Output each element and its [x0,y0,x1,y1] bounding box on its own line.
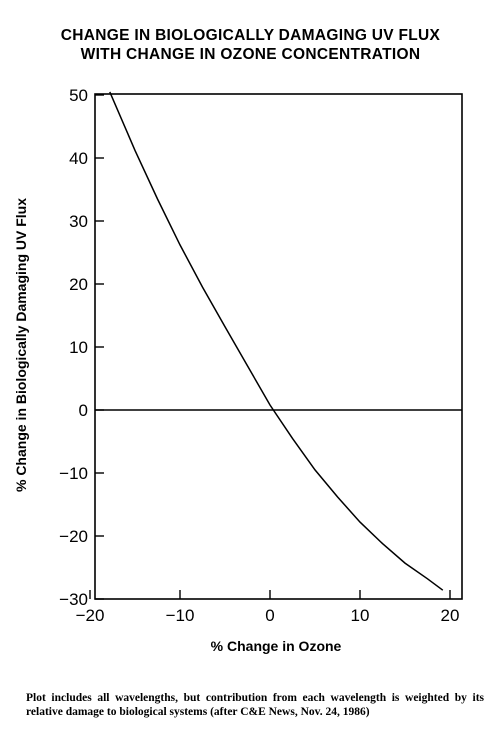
y-tick-label: 50 [69,86,88,105]
chart-title-line-1: CHANGE IN BIOLOGICALLY DAMAGING UV FLUX [60,27,441,44]
series-line [109,91,444,591]
y-tick-label: 40 [69,149,88,168]
y-tick-label: 0 [79,401,88,420]
x-tick-label: −20 [76,606,105,625]
y-axis-ticks: 50 40 30 20 10 0 −10 −20 −30 [59,86,104,609]
y-tick-label: −20 [59,527,88,546]
plot-frame [94,93,463,600]
x-tick-label: −10 [166,606,195,625]
y-tick-label: 30 [69,212,88,231]
x-tick-label: 0 [265,606,274,625]
figure-caption: Plot includes all wavelengths, but contr… [26,692,484,718]
x-tick-label: 20 [441,606,460,625]
chart-title-line-2: WITH CHANGE IN OZONE CONCENTRATION [80,46,421,63]
y-axis-title: % Change in Biologically Damaging UV Flu… [13,198,29,492]
x-tick-label: 10 [351,606,370,625]
y-tick-label: 10 [69,338,88,357]
y-tick-label: 20 [69,275,88,294]
y-tick-label: −10 [59,464,88,483]
x-axis-title: % Change in Ozone [211,638,342,654]
y-tick-label: −30 [59,590,88,609]
x-axis-ticks: −20 −10 0 10 20 [76,590,460,625]
